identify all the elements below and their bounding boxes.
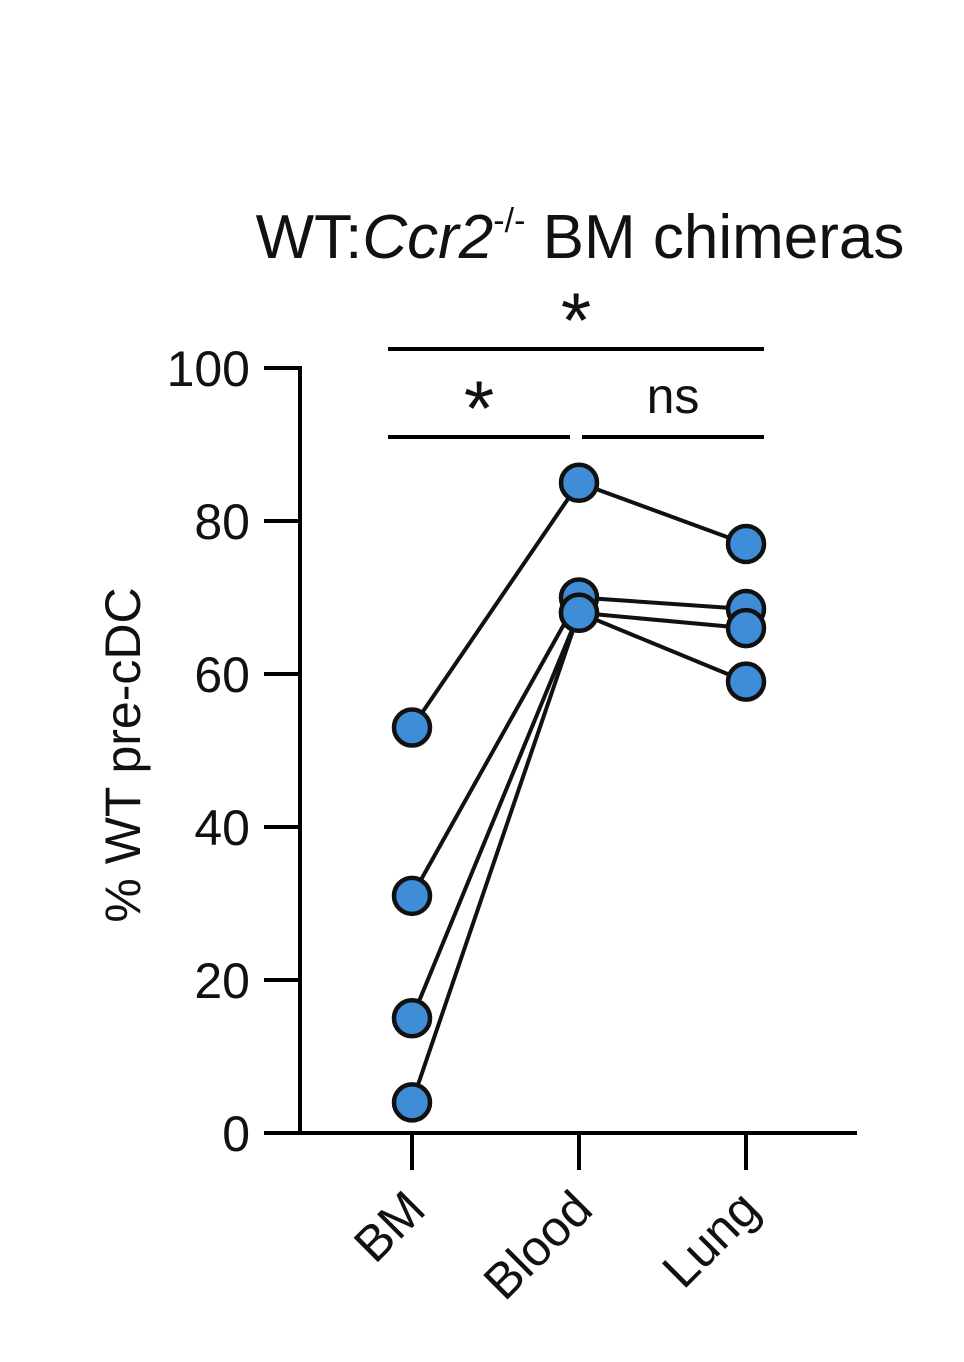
y-tick-label: 20 (194, 953, 250, 1009)
y-ticks: 0 20 40 60 80 100 (167, 341, 300, 1162)
y-tick-label: 60 (194, 647, 250, 703)
y-tick-label: 0 (222, 1106, 250, 1162)
x-tick-label: Lung (652, 1180, 770, 1298)
data-point (391, 875, 433, 917)
series-lines (410, 480, 747, 1104)
data-point (725, 661, 767, 702)
data-point (725, 607, 767, 649)
data-point (558, 592, 600, 634)
chart-title-superscript: -/- (493, 202, 525, 240)
chart-title-gene: Ccr2 (362, 203, 493, 272)
series-points (391, 462, 767, 1123)
y-tick-label: 100 (167, 341, 250, 397)
significance-label: * (561, 276, 591, 364)
y-tick-label: 80 (194, 494, 250, 550)
significance-label: ns (647, 368, 700, 424)
chart-title: WT:Ccr2-/- BM chimeras (256, 202, 905, 272)
significance-label: * (464, 364, 494, 452)
x-ticks: BM Blood Lung (343, 1133, 770, 1310)
data-point (391, 998, 433, 1039)
series-line (410, 595, 747, 897)
chart-title-suffix: BM chimeras (525, 203, 904, 272)
x-tick-label: Blood (473, 1180, 603, 1310)
y-axis-label: % WT pre-cDC (95, 587, 151, 922)
x-tick-label: BM (343, 1180, 436, 1273)
series-line (410, 610, 747, 1104)
data-point (558, 462, 600, 503)
data-point (725, 523, 767, 565)
significance-annotations: * * ns (388, 276, 764, 452)
data-point (391, 1082, 433, 1123)
data-point (391, 707, 433, 748)
y-tick-label: 40 (194, 800, 250, 856)
chart-title-prefix: WT: (256, 203, 363, 272)
